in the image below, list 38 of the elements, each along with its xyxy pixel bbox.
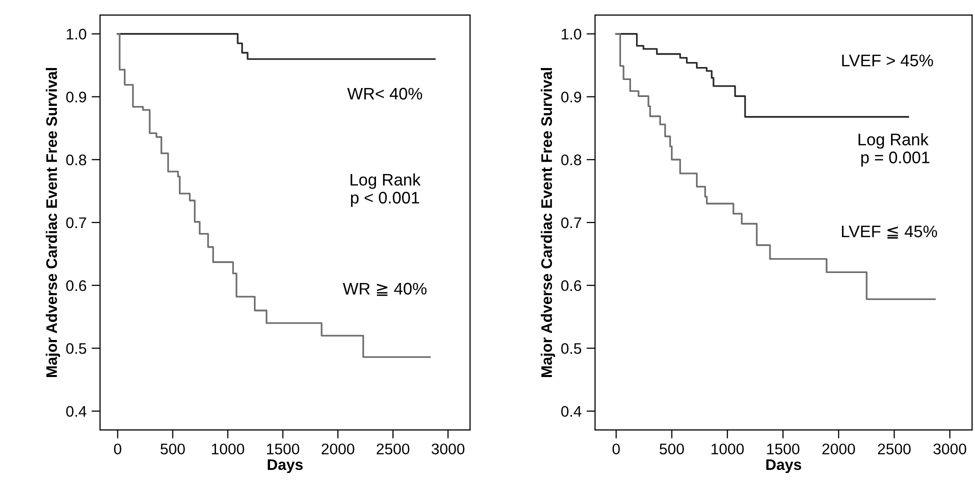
y-tick-label: 0.7 bbox=[561, 217, 582, 228]
y-tick-label: 1.0 bbox=[562, 28, 582, 40]
x-tick-label: 1500 bbox=[267, 444, 300, 454]
x-tick-label: 2500 bbox=[878, 444, 911, 454]
x-tick-label: 500 bbox=[160, 444, 185, 454]
x-tick-label: 2000 bbox=[322, 444, 354, 454]
y-axis-title: Major Adverse Cardiac Event Free Survival bbox=[46, 68, 60, 377]
x-tick-label: 2000 bbox=[822, 444, 856, 454]
annotation: LVEF > 45% bbox=[842, 54, 934, 66]
x-tick-label: 3000 bbox=[933, 444, 966, 454]
y-axis-title: Major Adverse Cardiac Event Free Survival bbox=[540, 68, 556, 377]
y-tick-label: 0.7 bbox=[66, 217, 86, 228]
annotation: WR ≧ 40% bbox=[342, 282, 427, 296]
y-tick-label: 0.6 bbox=[561, 280, 582, 292]
annotation: LVEF ≦ 45% bbox=[842, 226, 938, 239]
x-tick-label: 1000 bbox=[212, 444, 244, 454]
y-tick-label: 0.5 bbox=[66, 343, 86, 354]
annotation: WR< 40% bbox=[347, 88, 422, 100]
y-tick-label: 0.8 bbox=[561, 154, 582, 166]
x-tick-label: 0 bbox=[612, 444, 620, 454]
y-tick-label: 0.6 bbox=[66, 280, 86, 292]
annotation: Log Rank p = 0.001 bbox=[858, 133, 930, 167]
y-tick-label: 0.5 bbox=[561, 343, 582, 354]
annotation: Log Rank p < 0.001 bbox=[350, 173, 421, 207]
x-axis-title: Days bbox=[766, 459, 802, 474]
y-tick-label: 0.9 bbox=[561, 92, 582, 102]
x-tick-label: 500 bbox=[660, 444, 684, 454]
y-tick-label: 0.4 bbox=[561, 406, 582, 417]
y-tick-label: 1.0 bbox=[66, 28, 86, 40]
x-tick-label: 2500 bbox=[376, 444, 410, 454]
x-tick-label: 3000 bbox=[432, 444, 464, 454]
x-tick-label: 0 bbox=[114, 444, 122, 454]
x-tick-label: 1000 bbox=[712, 444, 744, 454]
x-tick-label: 1500 bbox=[767, 444, 800, 454]
y-tick-label: 0.4 bbox=[66, 406, 86, 417]
y-tick-label: 0.8 bbox=[66, 154, 86, 166]
x-axis-title: Days bbox=[268, 459, 303, 474]
y-tick-label: 0.9 bbox=[66, 92, 86, 102]
